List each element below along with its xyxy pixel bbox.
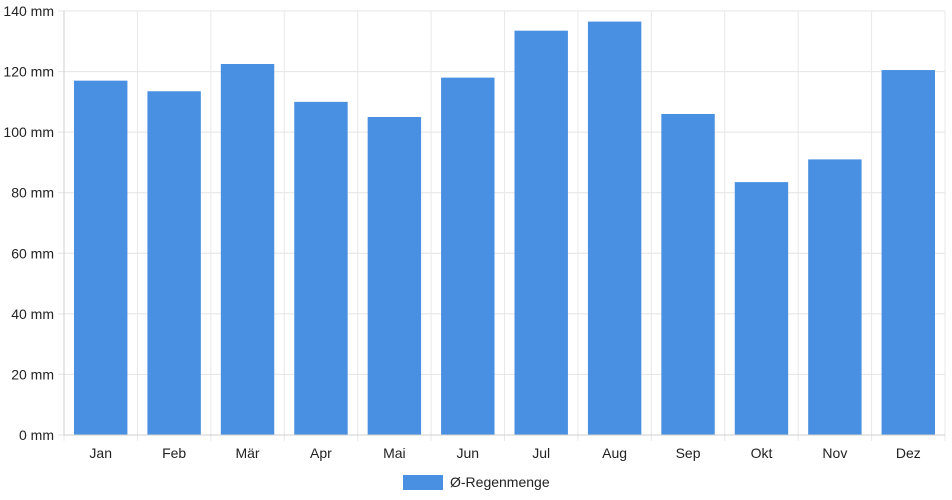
- x-tick-label: Mai: [383, 445, 406, 461]
- bar: [74, 80, 128, 436]
- grid-lines: [58, 10, 946, 441]
- bars: [74, 21, 935, 436]
- x-tick-label: Sep: [676, 445, 701, 461]
- legend: Ø-Regenmenge: [403, 474, 550, 490]
- y-tick-label: 140 mm: [3, 3, 54, 19]
- x-tick-label: Jun: [457, 445, 480, 461]
- x-tick-label: Jan: [89, 445, 112, 461]
- legend-swatch: [403, 475, 443, 490]
- bar: [734, 182, 789, 435]
- bar: [294, 101, 348, 435]
- bar: [808, 159, 862, 435]
- y-tick-label: 0 mm: [19, 427, 54, 443]
- x-tick-label: Mär: [235, 445, 259, 461]
- y-tick-label: 100 mm: [3, 124, 54, 140]
- x-tick-label: Aug: [602, 445, 627, 461]
- x-tick-label: Okt: [751, 445, 773, 461]
- bar: [881, 70, 935, 436]
- bar: [147, 91, 201, 435]
- x-axis-tick-labels: Jan Feb Mär Apr Mai Jun Jul Aug Sep Okt Nov Dez: [89, 445, 920, 461]
- x-tick-label: Apr: [310, 445, 332, 461]
- y-tick-label: 60 mm: [11, 245, 54, 261]
- bar: [220, 64, 275, 435]
- y-axis-tick-labels: 0 mm 20 mm 40 mm 60 mm 80 mm 100 mm 120 mm 140 …: [3, 3, 54, 443]
- x-tick-label: Nov: [822, 445, 847, 461]
- y-tick-label: 40 mm: [11, 306, 54, 322]
- bar: [441, 77, 495, 435]
- x-tick-label: Jul: [532, 445, 550, 461]
- bar: [367, 117, 422, 435]
- y-tick-label: 20 mm: [11, 366, 54, 382]
- y-tick-label: 80 mm: [11, 185, 54, 201]
- y-tick-label: 120 mm: [3, 64, 54, 80]
- axes: [63, 11, 945, 436]
- bar: [514, 30, 568, 435]
- legend-label: Ø-Regenmenge: [450, 474, 550, 490]
- bar: [661, 113, 715, 435]
- x-tick-label: Feb: [162, 445, 186, 461]
- x-tick-label: Dez: [896, 445, 921, 461]
- bar: [587, 21, 642, 435]
